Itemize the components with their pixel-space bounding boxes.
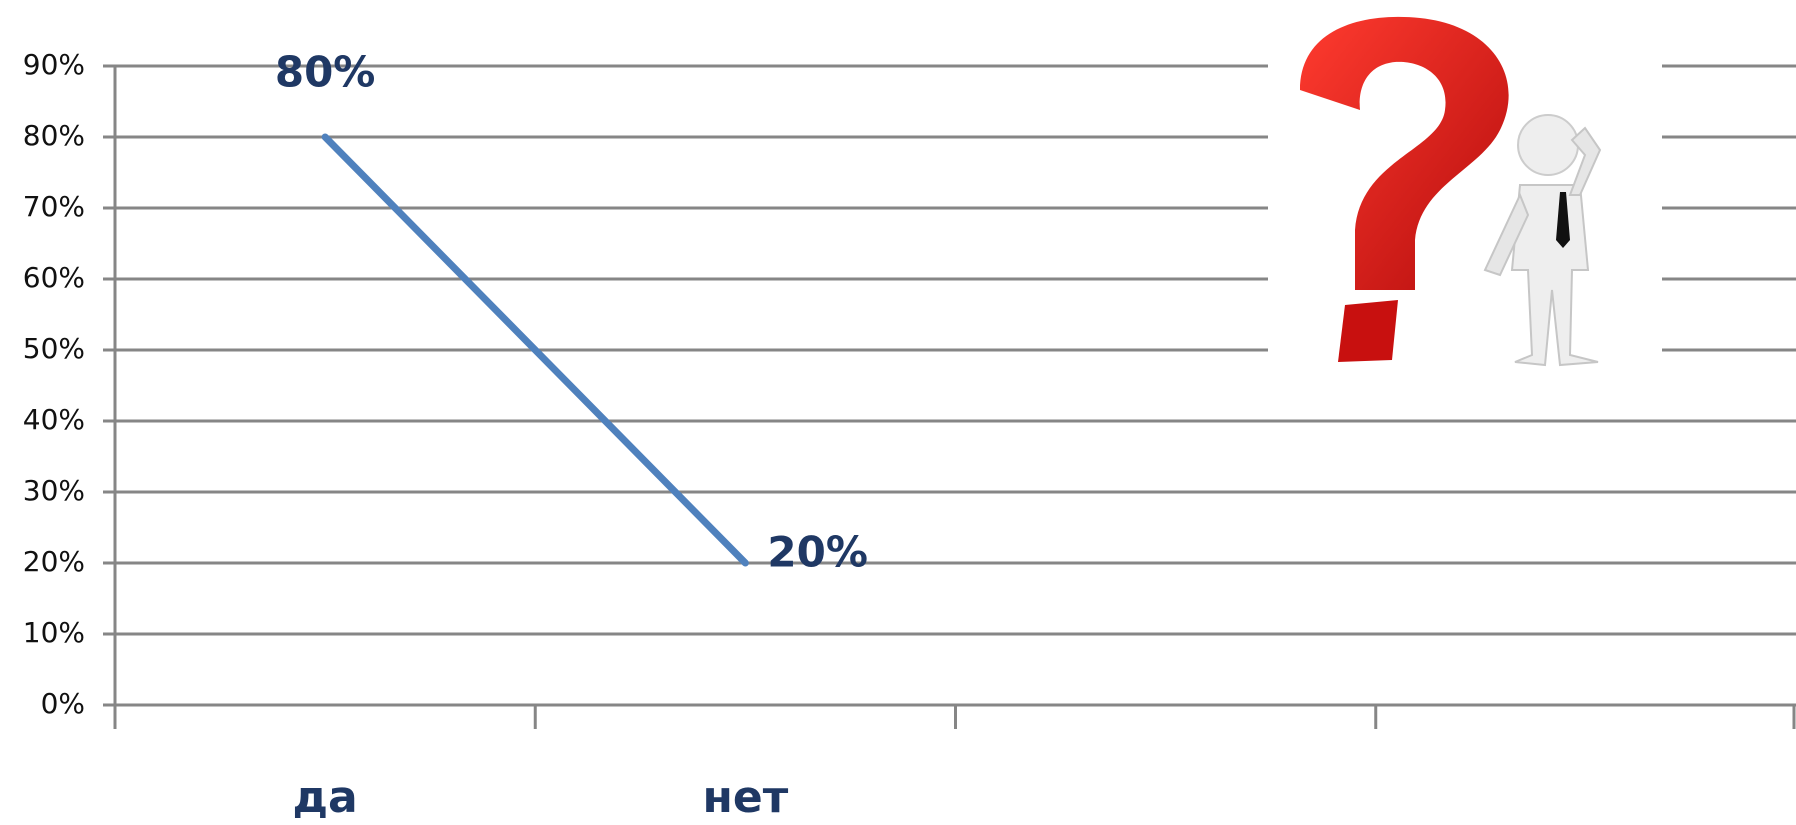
line — [321, 133, 749, 567]
y-tick-label: 90% — [23, 48, 85, 81]
y-tick-label: 60% — [23, 261, 85, 294]
figure-tie — [1556, 192, 1570, 248]
y-tick-label: 40% — [23, 403, 85, 436]
plot: 0% 10% 20% 30% 40% 50% 60% 70% 80% 90% да нет 80% 20% — [23, 48, 868, 824]
figure-head — [1517, 114, 1579, 176]
y-tick-label: 70% — [23, 190, 85, 223]
y-tick-label: 10% — [23, 616, 85, 649]
y-tick-label: 80% — [23, 119, 85, 152]
y-tick-label: 30% — [23, 474, 85, 507]
data-label: 80% — [275, 48, 376, 97]
figure-arm — [1483, 192, 1530, 277]
x-tick-label: нет — [703, 772, 789, 823]
figure-body — [1510, 184, 1599, 367]
figure-arm — [1568, 126, 1602, 196]
data-label: 20% — [767, 528, 868, 577]
question-picture — [1268, 8, 1662, 386]
question-mark — [1300, 16, 1509, 290]
x-tick-label: да — [293, 772, 358, 823]
question-dot — [1338, 300, 1398, 362]
y-tick-label: 20% — [23, 545, 85, 578]
y-tick-label: 50% — [23, 332, 85, 365]
y-tick-label: 0% — [41, 687, 85, 720]
